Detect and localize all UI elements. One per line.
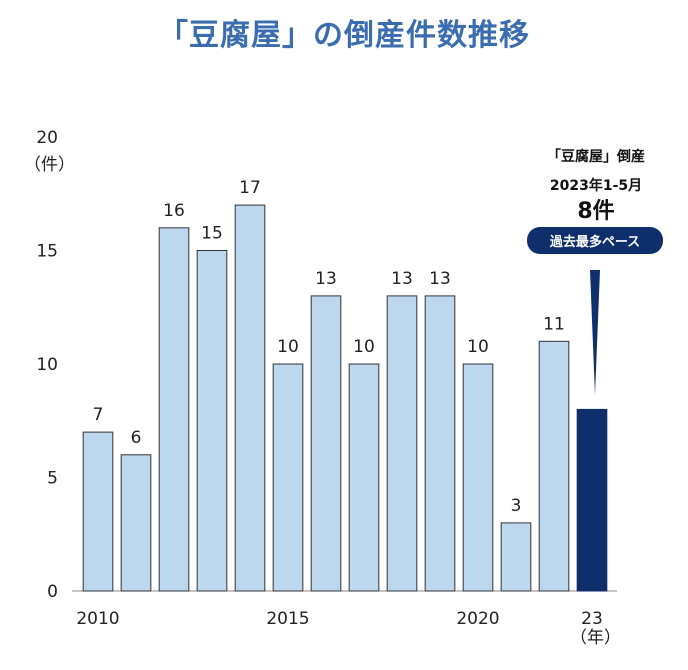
- y-tick-label: 15: [36, 242, 58, 262]
- bar-data-label: 3: [511, 496, 522, 516]
- bar-data-label: 10: [467, 337, 489, 357]
- bar-data-label: 6: [131, 428, 142, 448]
- bar-data-label: 7: [93, 405, 104, 425]
- bar: [82, 431, 114, 592]
- x-tick-label: 2010: [76, 609, 119, 629]
- bar: [234, 204, 266, 592]
- annotation-badge-label: 過去最多ペース: [549, 234, 640, 250]
- bar-data-label: 10: [277, 337, 299, 357]
- annotation-pointer: [590, 270, 600, 395]
- annotation-count: 8件: [577, 199, 614, 224]
- bar: [158, 227, 190, 592]
- bar-data-label: 13: [391, 269, 413, 289]
- bar-data-label: 16: [163, 201, 185, 221]
- x-tick-label: 2015: [266, 609, 309, 629]
- bar: [424, 295, 456, 592]
- bar: [462, 363, 494, 592]
- x-tick-label: 23: [581, 609, 603, 629]
- chart-title: 「豆腐屋」の倒産件数推移: [158, 18, 530, 53]
- bar: [386, 295, 418, 592]
- bar: [500, 522, 532, 592]
- bar-data-label: 13: [429, 269, 451, 289]
- bar: [272, 363, 304, 592]
- y-tick-label: 5: [47, 469, 58, 489]
- annotation-title: 「豆腐屋」倒産: [547, 148, 645, 165]
- bar: [348, 363, 380, 592]
- bar-data-label: 13: [315, 269, 337, 289]
- bar: [538, 340, 570, 592]
- annotation-period: 2023年1-5月: [550, 177, 642, 194]
- annotation-badge: [527, 227, 663, 254]
- annotation: 「豆腐屋」倒産 2023年1-5月 8件 過去最多ペース: [527, 148, 663, 395]
- y-tick-label: 0: [47, 582, 58, 602]
- bar-data-label: 10: [353, 337, 375, 357]
- x-tick-label: 2020: [456, 609, 499, 629]
- bar-data-label: 11: [543, 314, 565, 334]
- bar-data-label: 17: [239, 178, 261, 198]
- bar-data-label: 15: [201, 224, 223, 244]
- y-tick-label: 10: [36, 355, 58, 375]
- y-tick-label: 20: [36, 128, 58, 148]
- bar: [310, 295, 342, 592]
- y-axis-unit: （件）: [24, 155, 75, 175]
- x-axis-unit: （年）: [570, 628, 621, 648]
- bar: [120, 454, 152, 592]
- bar: [576, 408, 608, 592]
- bar: [196, 250, 228, 592]
